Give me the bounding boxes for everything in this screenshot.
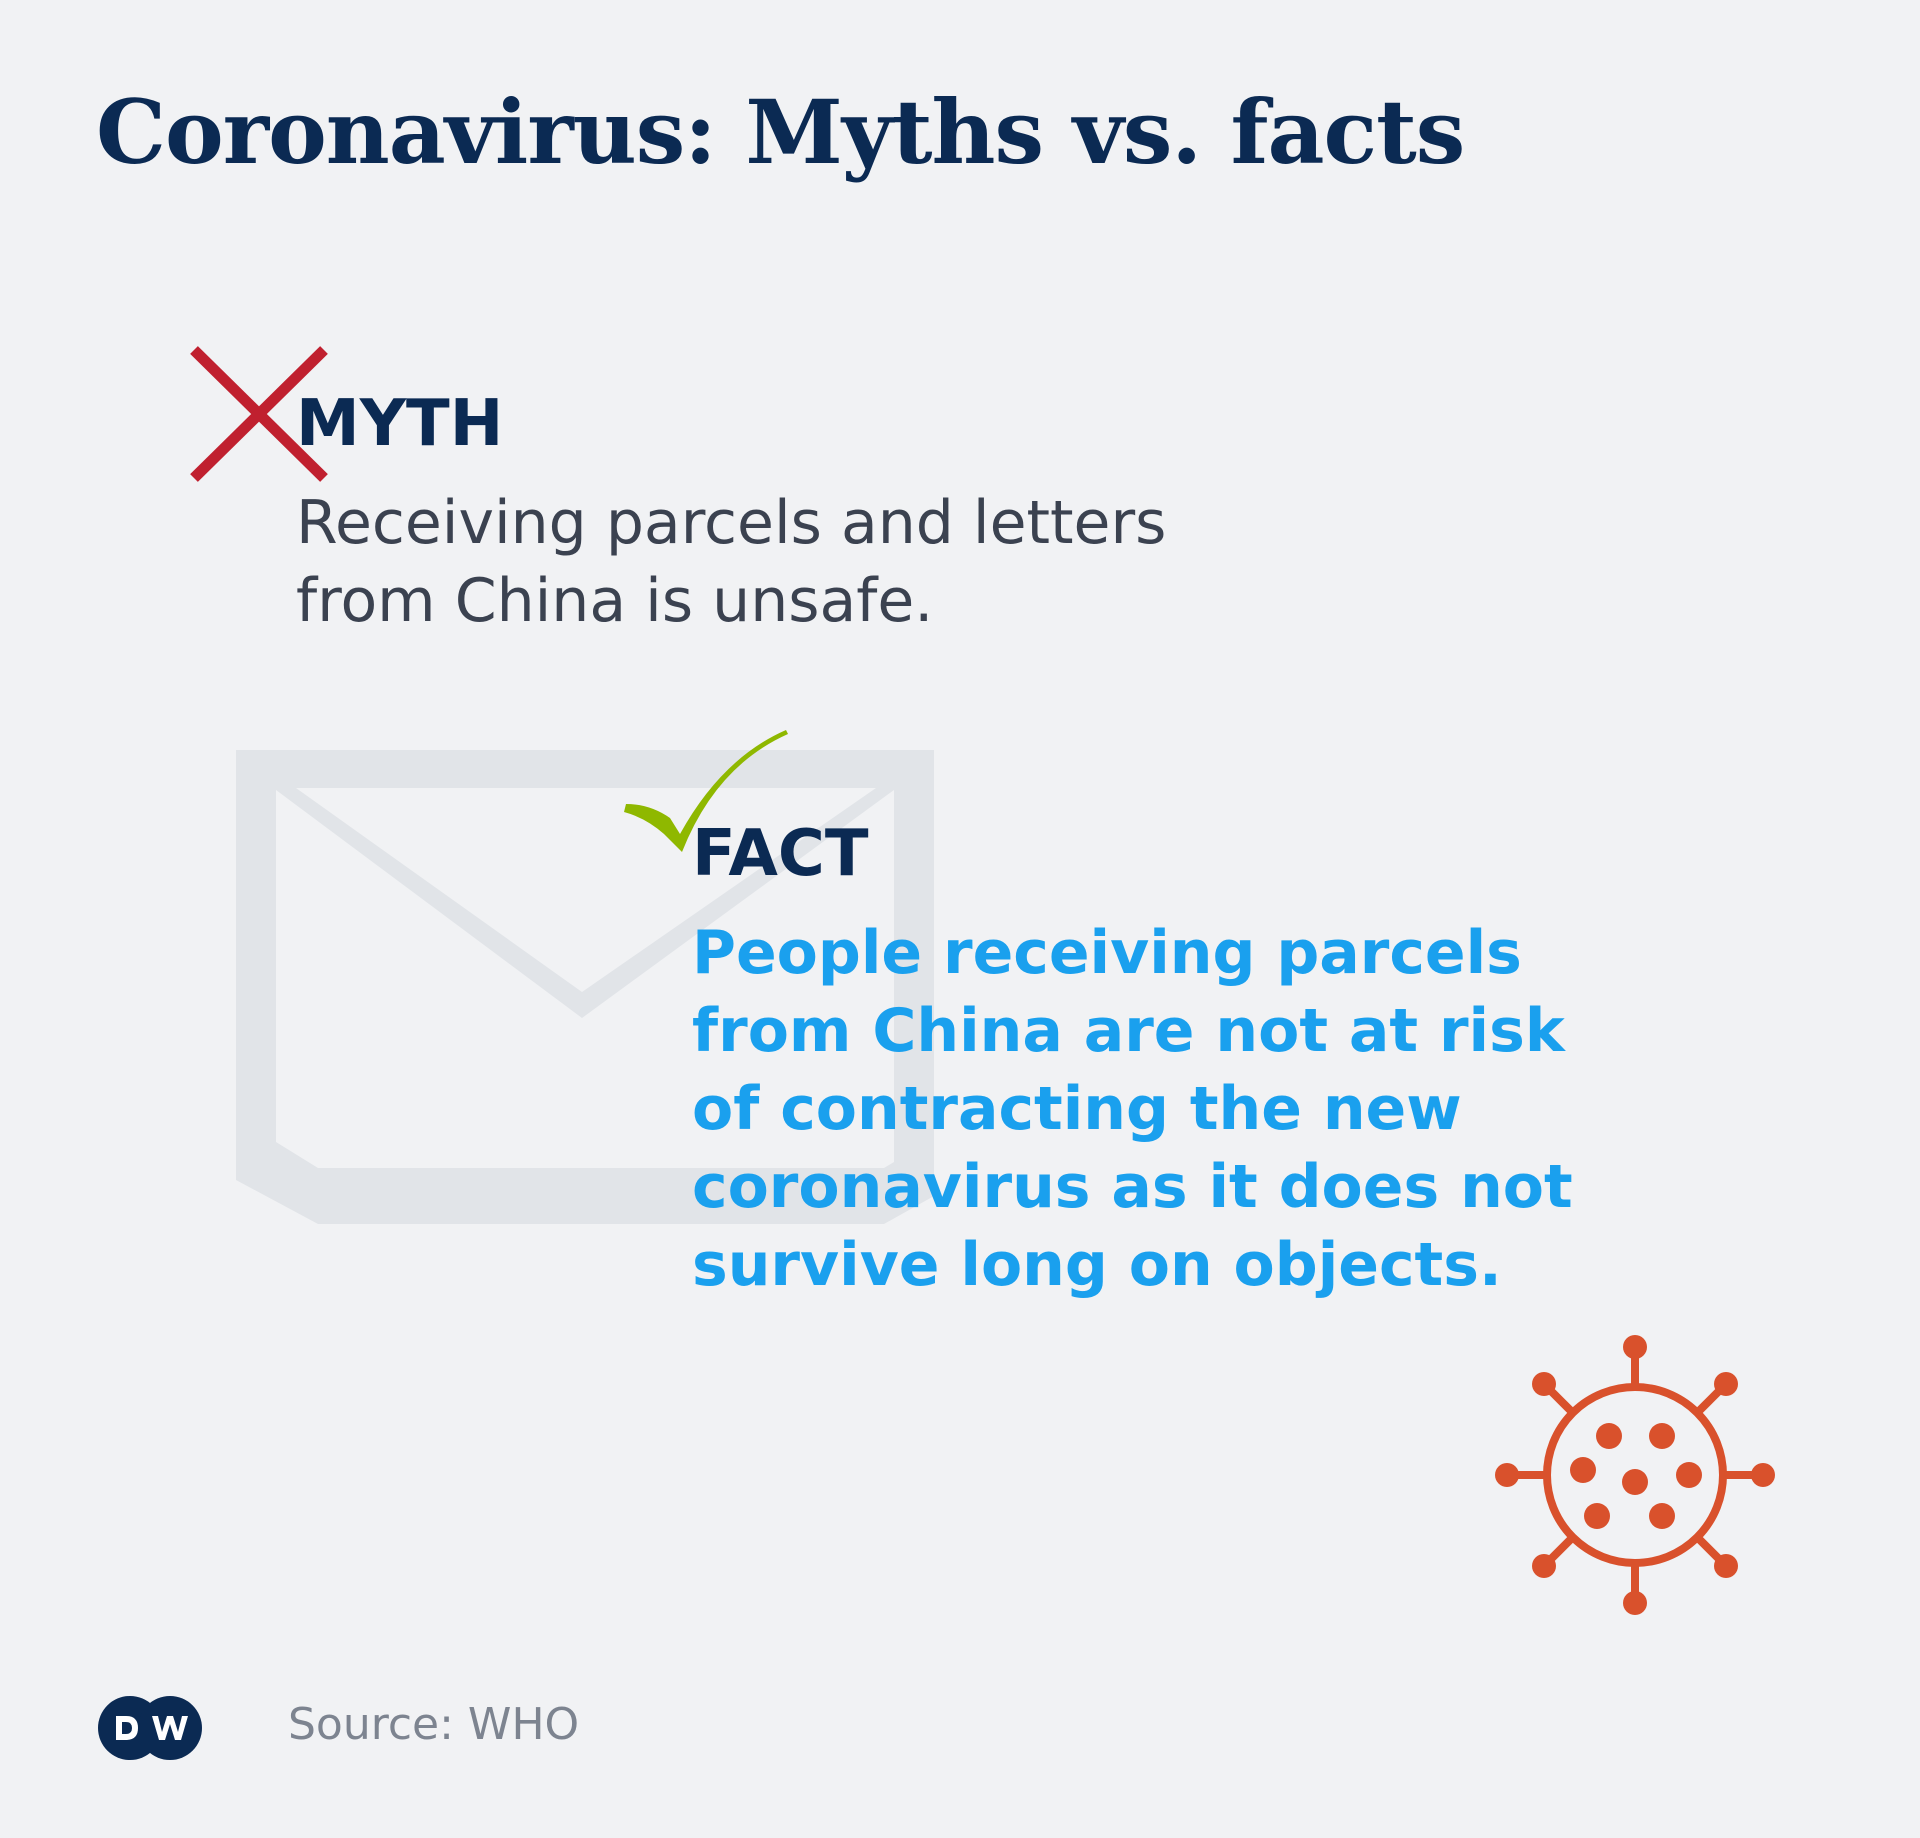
checkmark-icon [624,730,788,852]
source-note: Source: WHO [288,1699,580,1750]
fact-line: People receiving parcels [692,918,1522,988]
page-title: Coronavirus: Myths vs. facts [96,80,1465,184]
fact-line: of contracting the new [692,1074,1462,1144]
myth-statement: Receiving parcels and letters from China… [296,484,1166,640]
virus-icon [1495,1335,1775,1615]
envelope-icon [236,750,934,1224]
fact-line: survive long on objects. [692,1230,1502,1300]
cross-icon [190,346,328,482]
myth-label: MYTH [296,387,504,461]
dw-logo [98,1696,202,1760]
fact-line: coronavirus as it does not [692,1152,1573,1222]
fact-line: from China are not at risk [692,996,1565,1066]
myth-line: from China is unsafe. [296,566,934,636]
myth-line: Receiving parcels and letters [296,488,1167,558]
fact-label: FACT [692,817,869,891]
fact-statement: People receiving parcels from China are … [692,914,1573,1304]
